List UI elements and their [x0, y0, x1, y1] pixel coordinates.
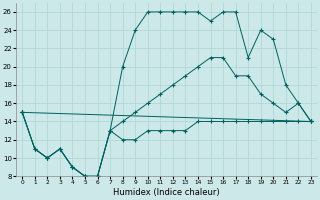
X-axis label: Humidex (Indice chaleur): Humidex (Indice chaleur)	[113, 188, 220, 197]
